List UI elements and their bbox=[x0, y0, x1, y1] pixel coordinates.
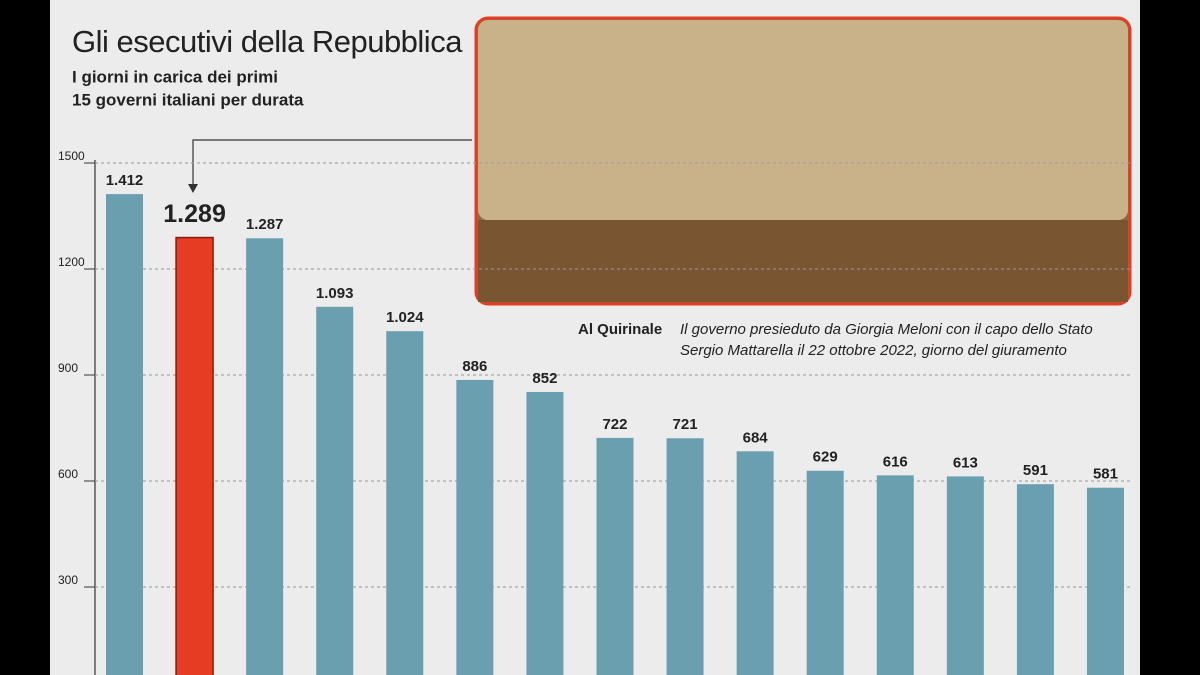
subtitle: 15 governi italiani per durata bbox=[72, 90, 304, 109]
value-label: 616 bbox=[883, 453, 908, 470]
pointer-line bbox=[192, 139, 472, 186]
y-tick-label: 900 bbox=[58, 361, 78, 375]
bar bbox=[876, 475, 914, 675]
value-label: 629 bbox=[813, 449, 838, 466]
value-label: 1.412 bbox=[106, 172, 144, 189]
value-label: 591 bbox=[1023, 462, 1048, 479]
bar bbox=[526, 391, 564, 675]
value-label: 721 bbox=[673, 416, 698, 433]
bar bbox=[596, 437, 634, 675]
y-tick-label: 1500 bbox=[58, 149, 85, 163]
value-label: 1.287 bbox=[246, 216, 284, 233]
bar bbox=[946, 476, 984, 675]
value-label: 852 bbox=[532, 370, 557, 387]
value-label: 613 bbox=[953, 454, 978, 471]
bar bbox=[666, 438, 704, 675]
value-label: 1.024 bbox=[386, 309, 424, 326]
bar bbox=[806, 470, 844, 675]
caption: Il governo presieduto da Giorgia Meloni … bbox=[680, 321, 1093, 338]
value-label: 722 bbox=[602, 416, 627, 433]
bar bbox=[175, 236, 214, 675]
bar bbox=[736, 451, 774, 675]
photo-wall bbox=[478, 20, 1128, 220]
caption: Sergio Mattarella il 22 ottobre 2022, gi… bbox=[680, 342, 1067, 359]
pointer-arrow bbox=[188, 184, 198, 193]
bar bbox=[246, 238, 284, 675]
chart-title: Gli esecutivi della Repubblica bbox=[72, 24, 463, 59]
value-label: 886 bbox=[462, 358, 487, 375]
bar bbox=[316, 306, 354, 675]
bar bbox=[1086, 487, 1124, 675]
y-tick-label: 1200 bbox=[58, 255, 85, 269]
photo bbox=[474, 16, 1132, 306]
bar bbox=[456, 379, 494, 675]
y-tick-label: 600 bbox=[58, 467, 78, 481]
value-label: 1.289 bbox=[163, 200, 226, 228]
value-label: 684 bbox=[743, 429, 769, 446]
value-label: 1.093 bbox=[316, 285, 354, 302]
subtitle: I giorni in carica dei primi bbox=[72, 67, 278, 86]
bar bbox=[386, 331, 424, 675]
bar bbox=[106, 194, 143, 675]
photo-floor bbox=[478, 220, 1128, 302]
value-label: 581 bbox=[1093, 466, 1118, 483]
y-tick-label: 300 bbox=[58, 573, 78, 587]
caption-title: Al Quirinale bbox=[578, 321, 662, 338]
bar bbox=[1016, 484, 1054, 675]
